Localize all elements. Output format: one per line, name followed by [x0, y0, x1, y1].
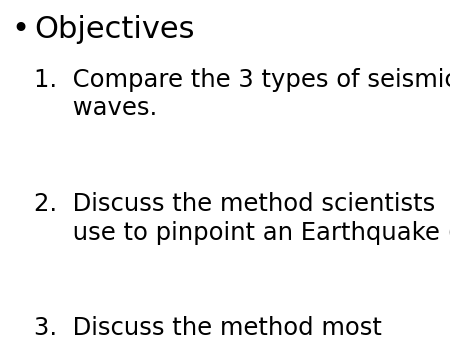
Text: 1.  Compare the 3 types of seismic
     waves.: 1. Compare the 3 types of seismic waves.	[34, 68, 450, 120]
Text: •: •	[11, 15, 29, 44]
Text: 3.  Discuss the method most
     commonly used to measure the
     magnitude of : 3. Discuss the method most commonly used…	[34, 316, 450, 338]
Text: Objectives: Objectives	[34, 15, 194, 44]
Text: 2.  Discuss the method scientists
     use to pinpoint an Earthquake (EQ).: 2. Discuss the method scientists use to …	[34, 192, 450, 245]
